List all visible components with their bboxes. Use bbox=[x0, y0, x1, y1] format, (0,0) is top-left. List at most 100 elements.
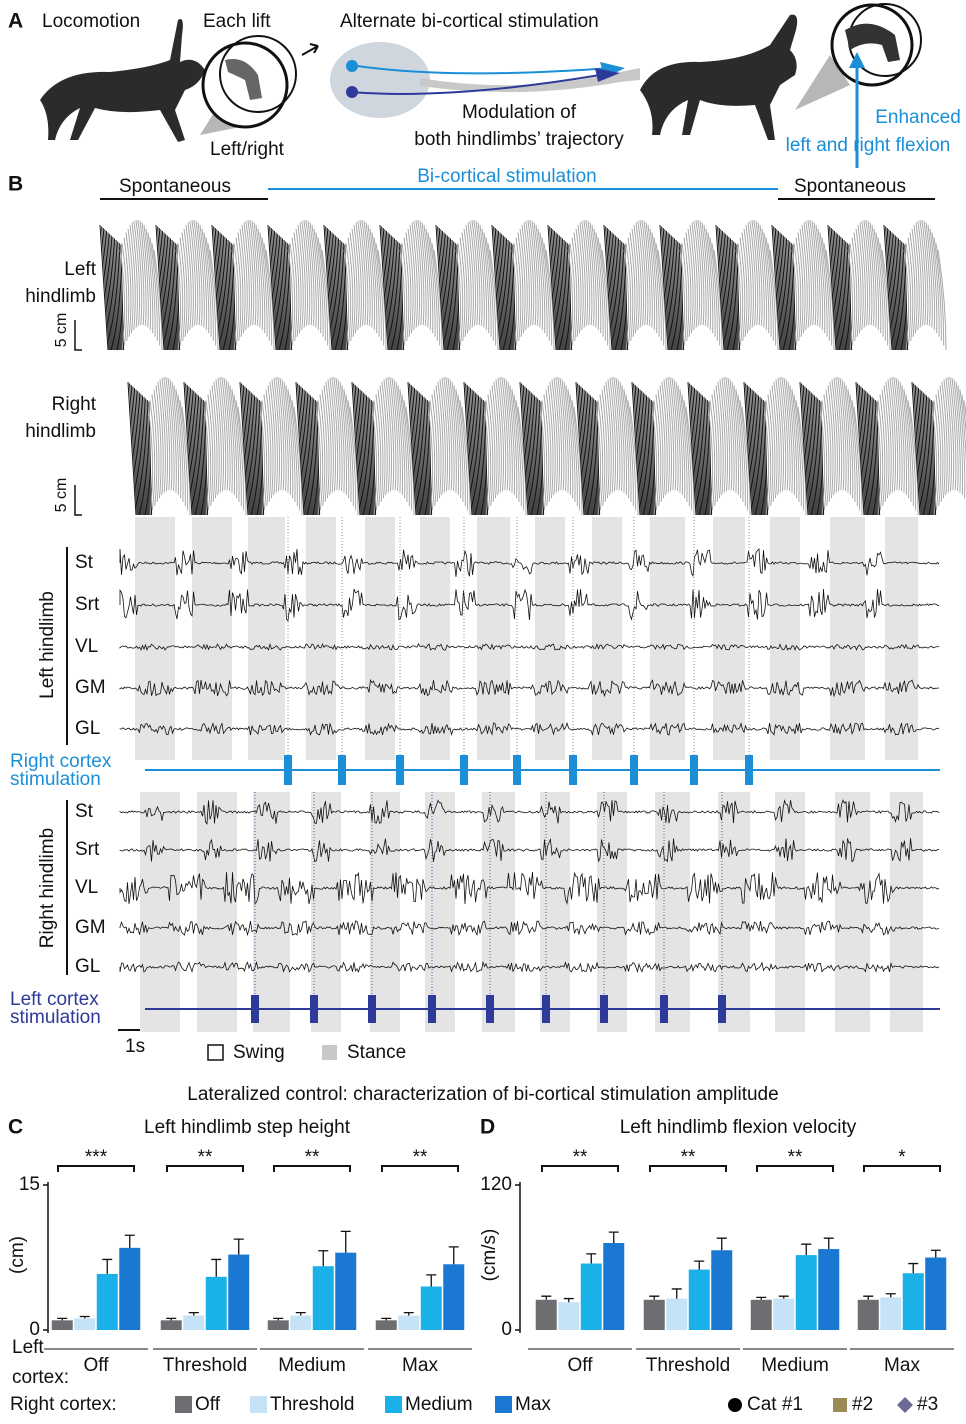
stick-stance bbox=[99, 224, 125, 351]
muscle-label: GM bbox=[75, 917, 106, 938]
stick-stance bbox=[827, 224, 853, 351]
stim-pulse bbox=[284, 755, 292, 785]
stim-pulse bbox=[338, 755, 346, 785]
caption: left and right flexion bbox=[786, 135, 951, 156]
stick-swing bbox=[343, 220, 387, 351]
arrow-head bbox=[849, 52, 865, 68]
emg-trace bbox=[119, 920, 940, 937]
stick-stance bbox=[715, 224, 741, 351]
caption: Left/right bbox=[210, 139, 285, 160]
error-bar bbox=[79, 1315, 90, 1319]
bar bbox=[818, 1249, 840, 1330]
significance: * bbox=[898, 1147, 906, 1168]
stick-swing bbox=[595, 377, 639, 516]
stance-shade bbox=[835, 792, 870, 1032]
group-label: Left hindlimb bbox=[37, 591, 58, 699]
stick-swing bbox=[847, 220, 891, 351]
muscle-label: GL bbox=[75, 718, 100, 739]
scale-label: 5 cm bbox=[53, 313, 70, 348]
bar bbox=[119, 1247, 141, 1330]
error-bar bbox=[340, 1230, 351, 1253]
emg-trace bbox=[119, 960, 940, 974]
stick-swing bbox=[763, 377, 807, 516]
stim-label: Left cortex bbox=[10, 989, 99, 1010]
stim-pulse bbox=[569, 755, 577, 785]
stim-pulse bbox=[486, 995, 494, 1023]
legend-swatch bbox=[495, 1396, 512, 1413]
error-bar bbox=[908, 1262, 919, 1274]
stick-stance bbox=[323, 224, 349, 351]
stick-stance bbox=[911, 381, 937, 516]
x-tick-label: Medium bbox=[278, 1355, 346, 1376]
caption: Alternate bi-cortical stimulation bbox=[340, 11, 599, 32]
stim-label: Right cortex bbox=[10, 751, 112, 772]
arrow-head bbox=[595, 68, 620, 82]
stim-pulse bbox=[368, 995, 376, 1023]
epoch-label: Bi-cortical stimulation bbox=[417, 166, 597, 187]
row-label: hindlimb bbox=[25, 286, 96, 307]
error-bar bbox=[57, 1317, 68, 1321]
error-bar bbox=[801, 1243, 812, 1256]
significance-bracket bbox=[756, 1165, 834, 1172]
bar bbox=[74, 1318, 96, 1330]
significance-bracket bbox=[273, 1165, 351, 1172]
bar bbox=[750, 1299, 772, 1330]
stick-stance bbox=[855, 381, 881, 516]
cat-silhouette bbox=[40, 19, 205, 142]
stick-swing bbox=[735, 220, 779, 351]
error-bar bbox=[885, 1293, 896, 1298]
epoch-label: Spontaneous bbox=[119, 176, 231, 197]
bar bbox=[96, 1273, 118, 1330]
pathway bbox=[349, 64, 611, 75]
bar bbox=[267, 1320, 289, 1330]
error-bar bbox=[273, 1317, 284, 1321]
scale-label: 5 cm bbox=[53, 478, 70, 513]
bar bbox=[535, 1299, 557, 1330]
error-bar bbox=[716, 1237, 727, 1251]
muscle-label: GL bbox=[75, 956, 100, 977]
stick-stance bbox=[407, 381, 433, 516]
y-tick-label: 120 bbox=[480, 1174, 512, 1195]
stick-swing bbox=[175, 220, 219, 351]
stick-swing bbox=[791, 220, 835, 351]
muscle-label: GM bbox=[75, 677, 106, 698]
legend-swatch bbox=[207, 1044, 224, 1061]
stim-pulse bbox=[542, 995, 550, 1023]
paw bbox=[845, 23, 900, 63]
bar bbox=[880, 1297, 902, 1330]
bar bbox=[857, 1299, 879, 1330]
stance-shade bbox=[253, 792, 290, 1032]
stick-swing bbox=[875, 377, 919, 516]
stance-shade bbox=[482, 792, 515, 1032]
legend-marker bbox=[897, 1397, 913, 1413]
bar bbox=[580, 1263, 602, 1330]
stick-swing bbox=[455, 220, 499, 351]
stick-stance bbox=[155, 224, 181, 351]
stim-pulse bbox=[718, 995, 726, 1023]
axis-group-label: Left bbox=[12, 1337, 44, 1358]
x-tick-label: Max bbox=[402, 1355, 438, 1376]
brain bbox=[330, 42, 430, 118]
stick-swing bbox=[315, 377, 359, 516]
chart-title: Left hindlimb step height bbox=[144, 1117, 351, 1138]
legend-label: Medium bbox=[405, 1394, 473, 1415]
emg-trace bbox=[119, 837, 940, 863]
stick-stance bbox=[631, 381, 657, 516]
stance-shade bbox=[775, 792, 805, 1032]
error-bar bbox=[426, 1274, 437, 1287]
stance-shade bbox=[597, 792, 627, 1032]
stick-stance bbox=[183, 381, 209, 516]
significance: ** bbox=[413, 1147, 428, 1168]
electrode bbox=[346, 60, 358, 72]
bar bbox=[925, 1257, 947, 1330]
legend-label: Max bbox=[515, 1394, 551, 1415]
error-bar bbox=[608, 1231, 619, 1243]
legend-label: Stance bbox=[347, 1042, 406, 1063]
error-bar bbox=[381, 1317, 392, 1321]
stim-pulse bbox=[630, 755, 638, 785]
stick-swing bbox=[707, 377, 751, 516]
y-axis-label: (cm) bbox=[7, 1236, 28, 1274]
stick-swing bbox=[427, 377, 471, 516]
muscle-label: VL bbox=[75, 636, 98, 657]
stim-pulse bbox=[600, 995, 608, 1023]
